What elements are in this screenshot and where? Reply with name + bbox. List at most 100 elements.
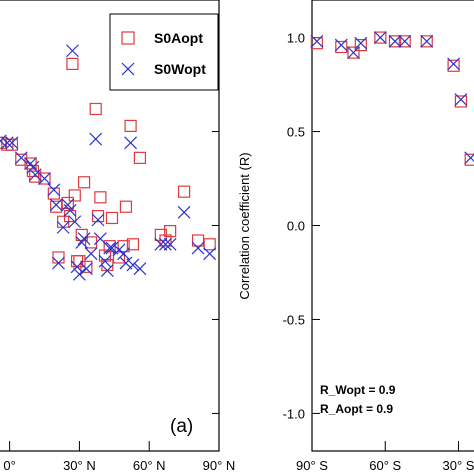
x-tick-label-b: 30° S bbox=[442, 458, 474, 473]
point-aopt bbox=[29, 170, 42, 183]
point-wopt bbox=[77, 232, 91, 246]
point-aopt bbox=[164, 225, 177, 238]
point-wopt bbox=[47, 183, 61, 197]
point-wopt bbox=[91, 213, 105, 227]
point-wopt bbox=[84, 247, 98, 261]
x-tick-label-a: 30° N bbox=[63, 458, 96, 473]
point-aopt-b bbox=[335, 40, 348, 54]
panel-a-ticks: 0° 30° N 60° N 90° N bbox=[3, 131, 236, 473]
point-aopt-b bbox=[398, 35, 411, 48]
point-wopt bbox=[203, 247, 217, 261]
y-tick-label-b: 0.5 bbox=[287, 125, 305, 140]
point-aopt bbox=[191, 234, 205, 247]
point-aopt-b bbox=[420, 35, 433, 48]
point-aopt bbox=[203, 238, 216, 251]
legend-marker-aopt bbox=[121, 31, 135, 45]
point-aopt-b bbox=[310, 37, 323, 50]
point-aopt bbox=[94, 191, 107, 204]
point-wopt bbox=[75, 235, 89, 249]
point-wopt bbox=[0, 136, 14, 150]
legend-box bbox=[109, 13, 219, 91]
point-wopt bbox=[177, 205, 191, 219]
point-aopt bbox=[61, 196, 74, 210]
point-wopt-b bbox=[373, 31, 387, 45]
point-aopt bbox=[159, 234, 172, 247]
point-aopt bbox=[80, 260, 93, 273]
point-wopt bbox=[38, 172, 51, 185]
panel-label-a: (a) bbox=[170, 416, 193, 437]
point-wopt bbox=[89, 132, 103, 146]
x-tick-label-b: 60° S bbox=[369, 458, 401, 473]
point-aopt bbox=[89, 102, 102, 116]
point-wopt-b bbox=[347, 46, 360, 60]
point-wopt bbox=[105, 241, 119, 255]
point-wopt bbox=[72, 267, 86, 281]
legend-marker-wopt bbox=[121, 62, 135, 76]
point-aopt bbox=[77, 176, 91, 189]
point-aopt bbox=[124, 119, 137, 133]
panel-b-ticks: 1.0 0.5 0.0 -0.5 -1.0 90° S 60° S 30° S bbox=[283, 31, 474, 473]
y-tick-label-b: 0.0 bbox=[287, 219, 305, 234]
legend-x-glyph bbox=[121, 62, 135, 76]
annotation-r-wopt: R_Wopt = 0.9 bbox=[320, 383, 396, 397]
point-aopt bbox=[178, 185, 191, 198]
point-wopt bbox=[191, 241, 205, 255]
point-wopt bbox=[126, 258, 140, 272]
point-wopt bbox=[14, 151, 28, 165]
point-aopt bbox=[91, 210, 105, 223]
point-wopt bbox=[159, 237, 172, 251]
legend-label-aopt: S0Aopt bbox=[154, 30, 203, 46]
point-aopt bbox=[105, 211, 119, 225]
point-aopt-b bbox=[447, 59, 460, 72]
legend: S0Aopt S0Wopt bbox=[109, 13, 219, 91]
point-wopt-b bbox=[388, 34, 402, 48]
point-wopt bbox=[0, 134, 7, 148]
point-wopt bbox=[79, 262, 93, 276]
point-wopt bbox=[98, 254, 112, 268]
point-aopt bbox=[126, 238, 140, 251]
point-aopt bbox=[50, 200, 63, 213]
point-aopt-b bbox=[388, 35, 402, 48]
point-wopt-b bbox=[398, 34, 412, 48]
y-tick-label-b: 1.0 bbox=[287, 31, 305, 46]
legend-label-wopt: S0Wopt bbox=[154, 61, 206, 77]
point-wopt bbox=[5, 136, 19, 150]
point-wopt bbox=[133, 262, 147, 276]
point-aopt-b bbox=[374, 31, 387, 44]
x-tick-label-a: 90° N bbox=[203, 458, 236, 473]
y-tick-label-b: -0.5 bbox=[283, 312, 305, 327]
point-wopt bbox=[117, 247, 131, 261]
point-aopt-b bbox=[354, 38, 367, 52]
point-wopt bbox=[63, 204, 77, 217]
point-wopt bbox=[163, 237, 177, 251]
point-aopt-b bbox=[347, 46, 360, 59]
point-wopt bbox=[119, 256, 133, 270]
point-wopt bbox=[49, 198, 63, 212]
point-wopt bbox=[66, 44, 79, 58]
x-tick-label-a: 0° bbox=[3, 458, 15, 473]
point-wopt-b bbox=[447, 57, 461, 71]
point-aopt bbox=[47, 187, 60, 200]
point-wopt-b bbox=[464, 151, 474, 165]
panel-a-marks bbox=[0, 44, 217, 281]
point-wopt bbox=[28, 168, 42, 182]
point-aopt bbox=[117, 240, 130, 253]
point-aopt bbox=[133, 151, 147, 164]
point-wopt bbox=[56, 220, 70, 234]
point-aopt bbox=[68, 189, 81, 202]
point-wopt-b bbox=[310, 34, 324, 48]
point-aopt-b bbox=[454, 95, 468, 108]
point-wopt-b bbox=[354, 36, 368, 50]
y-tick-label-b: -1.0 bbox=[283, 406, 305, 421]
point-wopt bbox=[26, 160, 40, 174]
y-axis-title: Correlation coefficient (R) bbox=[237, 152, 252, 299]
point-aopt bbox=[119, 200, 133, 213]
x-tick-label-b: 90° S bbox=[296, 458, 328, 473]
point-wopt bbox=[68, 215, 82, 229]
point-wopt bbox=[154, 237, 168, 251]
point-aopt-b bbox=[464, 153, 474, 166]
panel-b-marks bbox=[310, 31, 474, 166]
point-aopt bbox=[0, 136, 7, 149]
point-wopt bbox=[52, 256, 65, 270]
